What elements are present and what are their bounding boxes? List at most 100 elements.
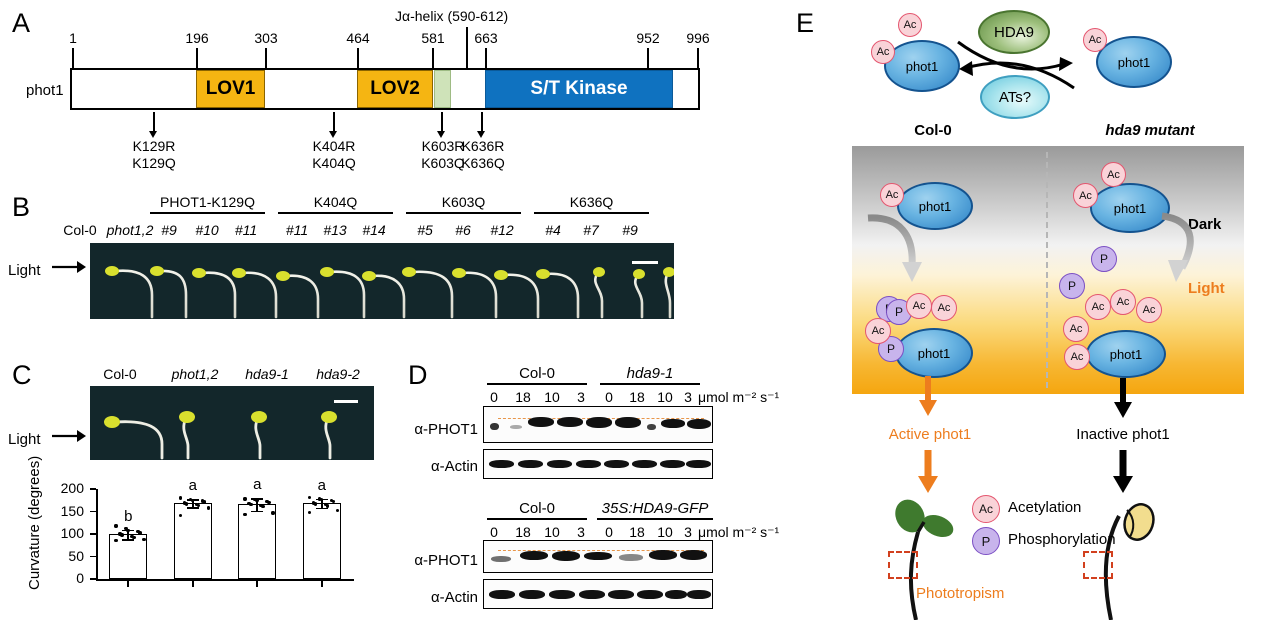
blot2-group-label-col0: Col-0 <box>519 500 555 517</box>
phototropism-highlight-box <box>888 551 918 579</box>
ac-chip: Ac <box>1073 183 1098 208</box>
chart-data-point <box>271 511 275 515</box>
blot2-fluence-3a: 3 <box>577 524 585 540</box>
lane-label-k636q-4: #4 <box>545 222 561 238</box>
panel-c-genotype-col0: Col-0 <box>103 366 137 382</box>
chart-bar <box>302 503 341 579</box>
phot1-ellipse-col0-dark: phot1 <box>897 182 973 230</box>
band <box>661 419 685 428</box>
band <box>557 417 583 427</box>
panel-a-protein-label: phot1 <box>26 82 64 99</box>
ja-helix-annotation: Jα-helix (590-612) <box>395 8 509 24</box>
mutation-label-k636: K636R K636Q <box>461 138 505 171</box>
phot1-ellipse-hda9-dark: phot1 <box>1090 183 1170 233</box>
tick-label-581: 581 <box>421 30 445 46</box>
blot1-actin-box <box>483 449 713 479</box>
lane-label-k603q-5: #5 <box>417 222 433 238</box>
band <box>680 550 707 560</box>
mutation-arrow-head-k404 <box>329 131 337 138</box>
blot1-fluence-10b: 10 <box>657 389 673 405</box>
band <box>510 425 522 429</box>
tick-label-464: 464 <box>346 30 370 46</box>
panel-c-scale-bar <box>334 400 358 403</box>
chart-error-bar <box>191 499 194 508</box>
inactive-outcome-arrow-icon <box>1113 450 1133 493</box>
blot1-group-underline-hda9-1 <box>600 383 700 385</box>
panel-e-column-title-hda9-mutant: hda9 mutant <box>1105 122 1195 139</box>
blot2-group-underline-col0 <box>487 518 587 520</box>
blot1-fluence-0b: 0 <box>605 389 613 405</box>
blot2-fluence-10a: 10 <box>544 524 560 540</box>
chart-error-bar <box>320 498 323 508</box>
blot1-units: μmol m⁻² s⁻¹ <box>698 389 780 405</box>
ac-chip: Ac <box>898 13 922 37</box>
chart-data-point <box>325 504 330 508</box>
blot2-phot1-box <box>483 540 713 573</box>
mutation-label-k404: K404R K404Q <box>312 138 356 171</box>
ac-chip: Ac <box>931 295 957 321</box>
ac-chip: Ac <box>1083 28 1107 52</box>
blot1-fluence-3a: 3 <box>577 389 585 405</box>
tick-mark-996 <box>697 48 699 68</box>
band <box>619 554 643 561</box>
chart-data-point <box>138 531 142 535</box>
chart-data-point <box>190 498 195 502</box>
mutation-arrow-head-k129 <box>149 131 157 138</box>
chart-data-point <box>331 499 336 504</box>
blot2-actin-box <box>483 579 713 609</box>
group-underline-k404q <box>278 212 393 214</box>
mutation-arrow-line-k404 <box>333 112 335 134</box>
band <box>687 419 711 429</box>
chart-x-axis <box>96 579 354 581</box>
chart-x-tick <box>256 580 259 587</box>
band <box>584 552 612 560</box>
band <box>632 460 657 468</box>
band <box>665 590 687 599</box>
panel-c-light-label: Light <box>8 431 41 448</box>
chart-data-point <box>243 497 247 501</box>
chart-x-tick <box>127 580 130 587</box>
chart-data-point <box>267 500 271 505</box>
domain-st-kinase: S/T Kinase <box>485 70 673 108</box>
phenotype-label-phototropism: Phototropism <box>916 585 1005 602</box>
chart-data-point <box>202 500 207 504</box>
lane-label-k129q-9: #9 <box>161 222 177 238</box>
group-title-k636q: K636Q <box>569 194 614 210</box>
chart-data-point <box>184 502 189 506</box>
band <box>518 460 543 468</box>
chart-data-point <box>311 501 316 505</box>
panel-b-letter: B <box>12 192 31 222</box>
tick-label-303: 303 <box>254 30 278 46</box>
mutation-arrow-head-k603 <box>437 131 445 138</box>
chart-y-tick <box>90 555 96 558</box>
blot1-fluence-10a: 10 <box>544 389 560 405</box>
chart-y-tick-label: 50 <box>68 547 84 564</box>
tick-mark-581 <box>432 48 434 68</box>
panel-a-letter: A <box>12 8 31 38</box>
blot2-fluence-0b: 0 <box>605 524 613 540</box>
group-title-phot1-k129q: PHOT1-K129Q <box>160 194 255 210</box>
panel-e-column-title-col0: Col-0 <box>914 122 952 139</box>
chart-error-bar <box>127 529 130 540</box>
band <box>686 460 711 468</box>
chart-data-point <box>182 501 187 505</box>
lane-label-k603q-6: #6 <box>455 222 471 238</box>
ac-chip: Ac <box>865 318 891 344</box>
tick-label-1: 1 <box>69 30 77 46</box>
chart-data-point <box>247 501 251 506</box>
panel-c-genotype-phot12: phot1,2 <box>171 366 219 382</box>
non-phototropic-seedling-illustration <box>1103 503 1155 620</box>
col0-dark-to-light-arrow-icon <box>867 214 922 282</box>
ac-chip: Ac <box>1085 294 1111 320</box>
tick-label-952: 952 <box>636 30 660 46</box>
hda9-ellipse: HDA9 <box>978 10 1050 54</box>
band <box>615 417 641 428</box>
legend-label-phosphorylation: Phosphorylation <box>1008 531 1116 548</box>
chart-data-point <box>265 499 269 504</box>
lane-label-k636q-9: #9 <box>622 222 638 238</box>
phot1-ellipse-hda9-top: phot1 <box>1096 36 1172 88</box>
domain-lov1: LOV1 <box>196 70 265 108</box>
ac-chip: Ac <box>880 183 904 207</box>
mutation-arrow-line-k636 <box>481 112 483 134</box>
tick-label-663: 663 <box>474 30 498 46</box>
